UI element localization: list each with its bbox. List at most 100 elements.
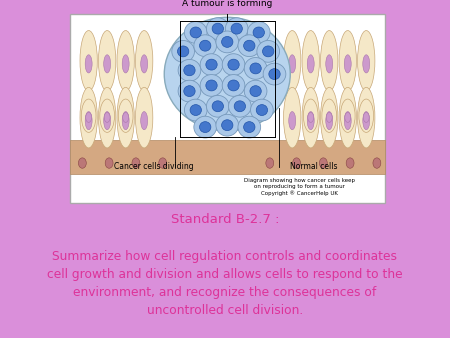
Ellipse shape xyxy=(262,46,274,57)
Ellipse shape xyxy=(344,112,351,130)
Ellipse shape xyxy=(359,99,374,132)
Ellipse shape xyxy=(339,87,356,148)
Ellipse shape xyxy=(243,122,255,132)
Ellipse shape xyxy=(184,99,207,121)
Ellipse shape xyxy=(80,30,97,91)
Ellipse shape xyxy=(222,54,245,75)
Ellipse shape xyxy=(250,86,261,97)
Ellipse shape xyxy=(172,41,194,62)
Ellipse shape xyxy=(122,112,129,130)
Ellipse shape xyxy=(244,80,267,102)
Ellipse shape xyxy=(320,87,338,148)
Ellipse shape xyxy=(164,17,290,131)
Ellipse shape xyxy=(221,37,233,47)
Ellipse shape xyxy=(78,158,86,168)
Ellipse shape xyxy=(253,27,265,38)
Ellipse shape xyxy=(200,54,223,75)
Ellipse shape xyxy=(248,22,270,43)
Ellipse shape xyxy=(135,87,153,148)
Ellipse shape xyxy=(141,112,148,130)
Ellipse shape xyxy=(216,114,239,136)
Ellipse shape xyxy=(251,99,273,121)
Ellipse shape xyxy=(269,69,280,79)
Ellipse shape xyxy=(363,113,369,122)
Ellipse shape xyxy=(234,101,246,112)
Ellipse shape xyxy=(105,158,113,168)
Ellipse shape xyxy=(266,158,274,168)
Ellipse shape xyxy=(229,95,251,117)
Ellipse shape xyxy=(99,87,116,148)
Ellipse shape xyxy=(326,113,332,122)
Ellipse shape xyxy=(358,87,375,148)
Ellipse shape xyxy=(373,158,381,168)
Ellipse shape xyxy=(358,30,375,91)
Ellipse shape xyxy=(207,18,229,40)
Ellipse shape xyxy=(257,41,279,62)
Ellipse shape xyxy=(243,40,255,51)
Ellipse shape xyxy=(346,158,354,168)
Ellipse shape xyxy=(194,116,216,138)
Ellipse shape xyxy=(363,112,370,130)
Ellipse shape xyxy=(81,99,96,132)
Ellipse shape xyxy=(85,112,92,130)
Ellipse shape xyxy=(86,113,92,122)
Ellipse shape xyxy=(159,158,166,168)
Ellipse shape xyxy=(190,104,202,116)
Ellipse shape xyxy=(141,55,148,73)
Bar xyxy=(70,140,385,174)
Ellipse shape xyxy=(302,30,320,91)
Ellipse shape xyxy=(178,80,201,102)
Ellipse shape xyxy=(80,87,97,148)
Ellipse shape xyxy=(100,99,114,132)
Ellipse shape xyxy=(339,30,356,91)
Ellipse shape xyxy=(99,30,116,91)
Ellipse shape xyxy=(184,22,207,43)
Ellipse shape xyxy=(231,23,243,34)
Ellipse shape xyxy=(212,23,224,34)
Ellipse shape xyxy=(320,30,338,91)
Ellipse shape xyxy=(284,87,301,148)
Ellipse shape xyxy=(199,40,211,51)
Ellipse shape xyxy=(117,87,134,148)
Ellipse shape xyxy=(284,30,301,91)
Ellipse shape xyxy=(256,104,268,116)
Ellipse shape xyxy=(122,55,129,73)
Ellipse shape xyxy=(184,86,195,97)
Ellipse shape xyxy=(178,59,201,81)
Ellipse shape xyxy=(221,120,233,130)
Ellipse shape xyxy=(363,55,370,73)
Ellipse shape xyxy=(250,63,261,74)
Ellipse shape xyxy=(222,75,245,96)
Ellipse shape xyxy=(194,35,216,56)
Ellipse shape xyxy=(238,35,261,56)
Ellipse shape xyxy=(123,113,129,122)
Ellipse shape xyxy=(212,101,224,112)
Ellipse shape xyxy=(200,75,223,96)
Ellipse shape xyxy=(289,55,296,73)
Ellipse shape xyxy=(228,80,239,91)
Ellipse shape xyxy=(344,55,351,73)
Bar xyxy=(70,14,385,203)
Ellipse shape xyxy=(303,99,318,132)
Ellipse shape xyxy=(135,30,153,91)
Ellipse shape xyxy=(228,59,239,70)
Ellipse shape xyxy=(177,46,189,57)
Text: Standard B-2.7 :: Standard B-2.7 : xyxy=(171,213,279,226)
Ellipse shape xyxy=(322,99,337,132)
Ellipse shape xyxy=(308,113,314,122)
Ellipse shape xyxy=(292,158,301,168)
Text: Diagram showing how cancer cells keep
on reproducing to form a tumour
Copyright : Diagram showing how cancer cells keep on… xyxy=(244,178,355,196)
Text: Cancer cells dividing: Cancer cells dividing xyxy=(114,162,194,171)
Ellipse shape xyxy=(340,99,355,132)
Ellipse shape xyxy=(206,80,217,91)
Ellipse shape xyxy=(289,112,296,130)
Text: Summarize how cell regulation controls and coordinates
cell growth and division : Summarize how cell regulation controls a… xyxy=(47,250,403,317)
Text: A tumour is forming: A tumour is forming xyxy=(182,0,272,8)
Ellipse shape xyxy=(184,65,195,76)
Ellipse shape xyxy=(104,113,110,122)
Ellipse shape xyxy=(320,158,327,168)
Ellipse shape xyxy=(207,95,229,117)
Ellipse shape xyxy=(85,55,92,73)
Ellipse shape xyxy=(199,122,211,132)
Ellipse shape xyxy=(263,63,286,85)
